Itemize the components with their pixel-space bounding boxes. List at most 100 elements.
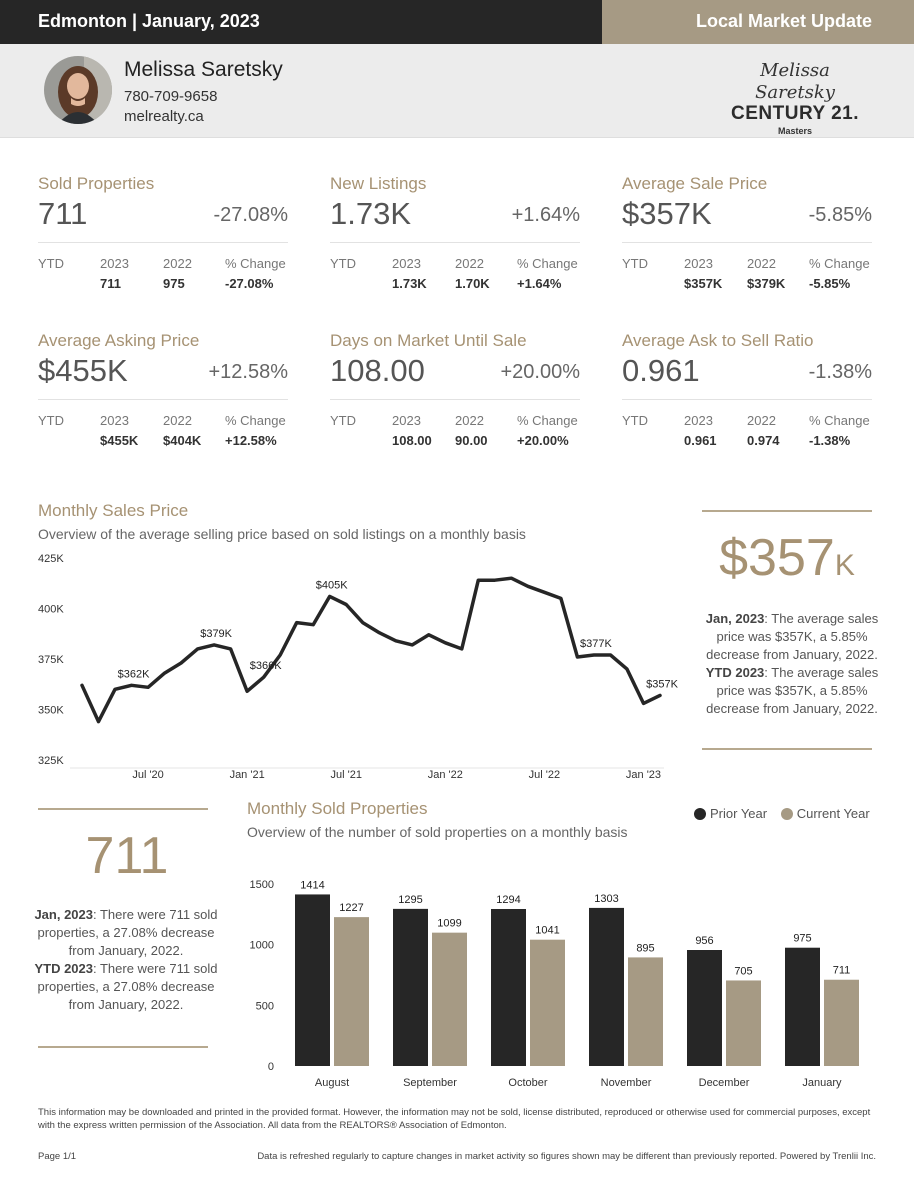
report-title-box: Local Market Update bbox=[602, 0, 914, 44]
col-2022: 2022 bbox=[747, 256, 776, 271]
data-label: $362K bbox=[118, 668, 150, 680]
bar-value-label: 1414 bbox=[300, 879, 324, 891]
category-label: December bbox=[699, 1077, 750, 1089]
x-tick-label: Jan '22 bbox=[428, 769, 463, 781]
y-tick-label: 500 bbox=[256, 1000, 274, 1012]
data-label: $405K bbox=[316, 579, 348, 591]
big-value-unit: K bbox=[834, 549, 855, 582]
metric-title: New Listings bbox=[330, 174, 427, 193]
y-tick-label: 0 bbox=[268, 1061, 274, 1073]
note-month-label: Jan, 2023 bbox=[705, 611, 765, 626]
col-2023: 2023 bbox=[392, 256, 421, 271]
x-tick-label: Jul '22 bbox=[529, 769, 560, 781]
metric-value: 711 bbox=[38, 196, 88, 231]
sold-note-month-text: : There were 711 sold properties, a 27.0… bbox=[37, 907, 218, 958]
sold-divider-bottom bbox=[38, 1046, 208, 1048]
metric-value: 0.961 bbox=[622, 353, 700, 388]
col-2022: 2022 bbox=[163, 413, 192, 428]
metric-change: -27.08% bbox=[213, 204, 289, 226]
bar bbox=[726, 980, 761, 1066]
metric-change: +20.00% bbox=[500, 361, 580, 383]
city-date: Edmonton | January, 2023 bbox=[38, 11, 260, 31]
metric-title: Average Asking Price bbox=[38, 331, 200, 350]
metric-divider bbox=[622, 399, 872, 400]
y-tick-label: 400K bbox=[38, 604, 64, 616]
col-change: % Change bbox=[225, 413, 286, 428]
category-label: November bbox=[601, 1077, 652, 1089]
value-2022: 1.70K bbox=[455, 276, 490, 291]
sold-subtitle: Overview of the number of sold propertie… bbox=[247, 824, 628, 840]
value-2022: $404K bbox=[163, 433, 202, 448]
metric-divider bbox=[330, 242, 580, 243]
sold-note: Jan, 2023: There were 711 sold propertie… bbox=[34, 906, 218, 1014]
office-name: Masters bbox=[777, 126, 813, 136]
footer-bottom-row: Page 1/1 Data is refreshed regularly to … bbox=[38, 1150, 876, 1163]
bar-value-label: 1294 bbox=[496, 894, 520, 906]
sales-price-big-value: $357K bbox=[702, 528, 872, 588]
metric-value: 108.00 bbox=[330, 353, 425, 388]
y-tick-label: 1000 bbox=[250, 940, 274, 952]
value-change: +12.58% bbox=[225, 433, 277, 448]
note-month-text: : The average sales price was $357K, a 5… bbox=[706, 611, 879, 662]
value-2023: $455K bbox=[100, 433, 139, 448]
bar-value-label: 895 bbox=[636, 942, 654, 954]
top-bar: Edmonton | January, 2023 Local Market Up… bbox=[0, 0, 914, 44]
sold-divider-top bbox=[38, 808, 208, 810]
metric-value: $455K bbox=[38, 353, 128, 388]
metric-card: New Listings 1.73K +1.64% YTD 2023 2022 % Chan… bbox=[330, 174, 580, 294]
sold-properties-chart: 0 500 1000 1500 1414 1227 August 1295 1099 Septem… bbox=[250, 879, 859, 1089]
y-tick-label: 375K bbox=[38, 654, 64, 666]
bar bbox=[393, 908, 428, 1066]
bar-value-label: 956 bbox=[695, 935, 713, 947]
category-label: January bbox=[802, 1077, 842, 1089]
col-change: % Change bbox=[517, 413, 578, 428]
refresh-note: Data is refreshed regularly to capture c… bbox=[257, 1151, 876, 1162]
metric-title: Days on Market Until Sale bbox=[330, 331, 527, 350]
ytd-label: YTD bbox=[330, 256, 356, 271]
agent-bar: Melissa Saretsky 780-709-9658 melrealty.… bbox=[0, 44, 914, 138]
legend-prior-swatch bbox=[694, 808, 706, 820]
bar bbox=[824, 979, 859, 1066]
value-2022: 975 bbox=[163, 276, 185, 291]
sales-price-subtitle: Overview of the average selling price ba… bbox=[38, 526, 526, 542]
report-title: Local Market Update bbox=[695, 11, 872, 31]
sold-title: Monthly Sold Properties bbox=[247, 799, 428, 818]
bar bbox=[432, 932, 467, 1066]
sales-price-note: Jan, 2023: The average sales price was $… bbox=[700, 610, 884, 718]
col-change: % Change bbox=[517, 256, 578, 271]
col-change: % Change bbox=[809, 256, 870, 271]
metric-value: $357K bbox=[622, 196, 712, 231]
agent-phone[interactable]: 780-709-9658 bbox=[124, 88, 218, 105]
metric-divider bbox=[330, 399, 580, 400]
metric-card: Average Asking Price $455K +12.58% YTD 2023 2… bbox=[38, 331, 288, 451]
metric-card: Sold Properties 711 -27.08% YTD 2023 2022 % Ch… bbox=[38, 174, 288, 294]
ytd-label: YTD bbox=[622, 413, 648, 428]
metric-title: Average Sale Price bbox=[622, 174, 768, 193]
col-change: % Change bbox=[225, 256, 286, 271]
metric-change: -1.38% bbox=[808, 361, 872, 383]
category-label: August bbox=[315, 1077, 349, 1089]
metric-change: +1.64% bbox=[511, 204, 580, 226]
ytd-label: YTD bbox=[330, 413, 356, 428]
century21-logo: CENTURY 21. bbox=[731, 103, 859, 124]
price-line bbox=[80, 576, 662, 724]
legend-prior-label: Prior Year bbox=[710, 806, 768, 821]
x-tick-label: Jan '23 bbox=[626, 769, 661, 781]
data-label: $357K bbox=[646, 678, 678, 690]
legend-current-swatch bbox=[780, 808, 793, 820]
bar-value-label: 1099 bbox=[437, 918, 461, 930]
col-2023: 2023 bbox=[392, 413, 421, 428]
bar-value-label: 711 bbox=[833, 965, 851, 977]
value-2022: 90.00 bbox=[455, 433, 488, 448]
data-label: $366K bbox=[250, 660, 282, 672]
col-2023: 2023 bbox=[684, 413, 713, 428]
bar bbox=[785, 947, 820, 1066]
metric-value: 1.73K bbox=[330, 196, 412, 231]
value-2023: 1.73K bbox=[392, 276, 427, 291]
x-tick-label: Jul '20 bbox=[132, 769, 163, 781]
value-change: -5.85% bbox=[809, 276, 851, 291]
agent-website[interactable]: melrealty.ca bbox=[124, 108, 204, 125]
metric-card: Average Sale Price $357K -5.85% YTD 2023 2022… bbox=[622, 174, 872, 294]
sold-note-ytd-text: : There were 711 sold properties, a 27.0… bbox=[37, 961, 218, 1012]
big-value-number: $357 bbox=[719, 529, 835, 587]
